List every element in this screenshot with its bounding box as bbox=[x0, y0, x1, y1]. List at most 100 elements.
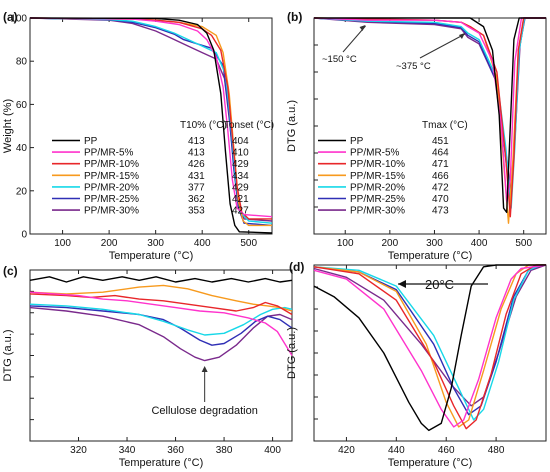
y-axis-label: DTG (a.u.) bbox=[2, 330, 14, 382]
x-tick-label: 320 bbox=[70, 445, 87, 456]
x-tick-label: 100 bbox=[337, 238, 354, 249]
x-axis-label: Temperature (°C) bbox=[388, 457, 472, 469]
y-axis-label: DTG (a.u.) bbox=[286, 100, 298, 152]
x-tick-label: 400 bbox=[264, 445, 281, 456]
legend-entry: PP bbox=[84, 136, 98, 147]
x-tick-label: 440 bbox=[388, 445, 405, 456]
y-tick-label: 40 bbox=[16, 143, 28, 154]
y-axis-label: DTG (a.u.) bbox=[286, 327, 298, 379]
table-cell-tonset: 434 bbox=[232, 171, 249, 182]
series-line bbox=[29, 303, 293, 336]
table-cell-tmax: 472 bbox=[432, 182, 449, 193]
series-line bbox=[313, 17, 546, 203]
x-tick-label: 100 bbox=[54, 238, 71, 249]
x-axis-label: Temperature (°C) bbox=[119, 457, 203, 469]
x-tick-label: 340 bbox=[119, 445, 136, 456]
x-tick-label: 500 bbox=[240, 238, 257, 249]
table-header-tonset: Tonset (°C) bbox=[224, 120, 274, 131]
series-line bbox=[29, 276, 293, 283]
x-axis-label: Temperature (°C) bbox=[109, 250, 193, 262]
table-cell-tmax: 464 bbox=[432, 148, 449, 159]
table-cell-tmax: 466 bbox=[432, 171, 449, 182]
arrow-head bbox=[201, 366, 208, 372]
legend-entry: PP/MR-10% bbox=[350, 159, 405, 170]
x-tick-label: 480 bbox=[488, 445, 505, 456]
table-cell-t10: 413 bbox=[188, 136, 205, 147]
y-tick-label: 100 bbox=[10, 14, 27, 25]
legend-entry: PP/MR-5% bbox=[350, 148, 400, 159]
series-line bbox=[314, 17, 546, 214]
x-tick-label: 400 bbox=[194, 238, 211, 249]
legend-entry: PP/MR-30% bbox=[350, 206, 405, 217]
legend-entry: PP/MR-20% bbox=[350, 182, 405, 193]
y-tick-label: 20 bbox=[16, 186, 28, 197]
legend-entry: PP bbox=[350, 136, 364, 147]
annotation-arrow bbox=[419, 33, 466, 59]
series-line bbox=[29, 17, 273, 218]
panel-label: (c) bbox=[3, 264, 18, 278]
x-tick-label: 460 bbox=[438, 445, 455, 456]
table-cell-t10: 353 bbox=[188, 206, 205, 217]
panel-label: (a) bbox=[3, 10, 18, 24]
annotation-cellulose: Cellulose degradation bbox=[151, 405, 257, 417]
series-line bbox=[313, 264, 547, 428]
legend-entry: PP/MR-5% bbox=[84, 148, 134, 159]
table-cell-tonset: 429 bbox=[232, 159, 249, 170]
table-cell-tonset: 421 bbox=[232, 194, 249, 205]
table-cell-tonset: 410 bbox=[232, 148, 249, 159]
arrow-head bbox=[359, 25, 366, 31]
x-tick-label: 500 bbox=[515, 238, 532, 249]
series-line bbox=[29, 17, 273, 234]
y-axis-label: Weight (%) bbox=[2, 99, 14, 153]
table-header-t10: T10% (°C) bbox=[180, 120, 227, 131]
y-tick-label: 0 bbox=[21, 230, 27, 241]
table-cell-t10: 413 bbox=[188, 148, 205, 159]
table-cell-t10: 362 bbox=[188, 194, 205, 205]
y-tick-label: 60 bbox=[16, 100, 28, 111]
series-line bbox=[29, 291, 293, 356]
series-line bbox=[29, 17, 273, 227]
table-cell-tmax: 471 bbox=[432, 159, 449, 170]
x-tick-label: 400 bbox=[471, 238, 488, 249]
series-line bbox=[313, 264, 546, 432]
legend-entry: PP/MR-25% bbox=[84, 194, 139, 205]
series-line bbox=[313, 264, 547, 407]
x-tick-label: 300 bbox=[147, 238, 164, 249]
table-cell-t10: 431 bbox=[188, 171, 205, 182]
table-cell-t10: 426 bbox=[188, 159, 205, 170]
annotation-375: ~375 °C bbox=[396, 61, 431, 72]
x-tick-label: 380 bbox=[216, 445, 233, 456]
y-tick-label: 80 bbox=[16, 57, 28, 68]
x-tick-label: 200 bbox=[101, 238, 118, 249]
legend-entry: PP/MR-30% bbox=[84, 206, 139, 217]
panel-label: (b) bbox=[287, 10, 302, 24]
x-tick-label: 360 bbox=[167, 445, 184, 456]
series-line bbox=[29, 306, 293, 362]
annotation-arrow bbox=[342, 25, 366, 53]
legend-entry: PP/MR-20% bbox=[84, 182, 139, 193]
x-tick-label: 200 bbox=[382, 238, 399, 249]
panel-label: (d) bbox=[289, 260, 304, 274]
legend-entry: PP/MR-25% bbox=[350, 194, 405, 205]
x-tick-label: 300 bbox=[426, 238, 443, 249]
arrow-head bbox=[458, 33, 465, 39]
table-header-tmax: Tmax (°C) bbox=[422, 120, 468, 131]
table-cell-tmax: 473 bbox=[432, 206, 449, 217]
table-cell-tmax: 451 bbox=[432, 136, 449, 147]
annotation-150: ~150 °C bbox=[322, 54, 357, 65]
series-line bbox=[29, 284, 293, 312]
table-cell-tonset: 427 bbox=[232, 206, 249, 217]
table-cell-tonset: 429 bbox=[232, 182, 249, 193]
table-cell-tonset: 404 bbox=[232, 136, 249, 147]
x-tick-label: 420 bbox=[338, 445, 355, 456]
arrow-head bbox=[398, 280, 406, 288]
series-line bbox=[313, 264, 546, 430]
table-cell-tmax: 470 bbox=[432, 194, 449, 205]
legend-entry: PP/MR-15% bbox=[350, 171, 405, 182]
x-axis-label: Temperature (°C) bbox=[388, 250, 472, 262]
legend-entry: PP/MR-15% bbox=[84, 171, 139, 182]
table-cell-t10: 377 bbox=[188, 182, 205, 193]
series-line bbox=[29, 305, 293, 346]
legend-entry: PP/MR-10% bbox=[84, 159, 139, 170]
